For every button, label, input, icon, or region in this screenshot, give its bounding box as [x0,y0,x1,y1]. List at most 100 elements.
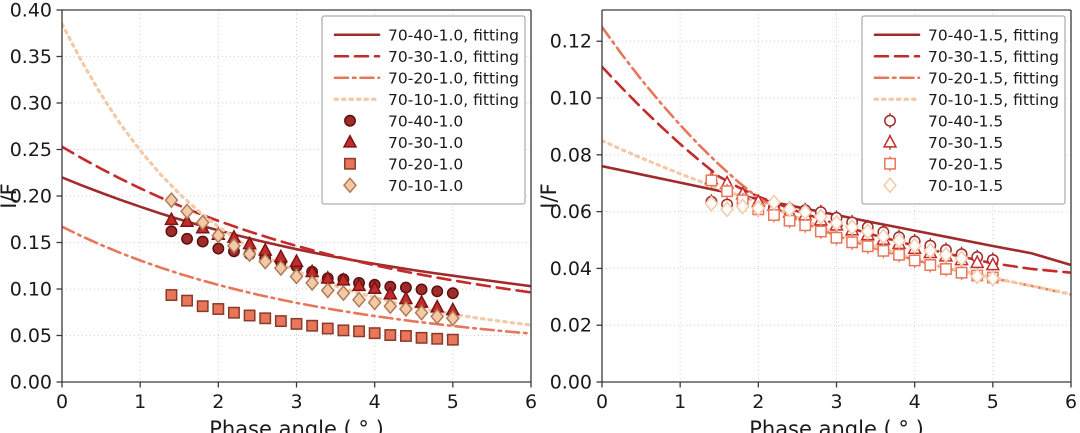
data-point-square [799,219,812,232]
data-point-diamond [258,253,273,270]
data-layer [602,25,1071,296]
x-tick-label: 2 [212,391,224,413]
data-point-square [399,330,412,342]
data-point-diamond [782,201,797,218]
legend-label: 70-20-1.5 [928,155,1003,173]
legend-label: 70-30-1.5 [928,134,1003,152]
data-point-circle [181,232,194,245]
data-point-diamond [954,250,969,267]
data-point-square [321,322,334,335]
y-tick-label: 0.20 [10,186,52,208]
x-tick-label: 2 [752,391,764,413]
data-point-circle [446,287,459,300]
data-point-diamond [289,268,304,285]
x-tick-label: 0 [596,391,608,413]
y-axis-title: I/F [0,183,21,208]
data-point-square [212,303,225,315]
data-point-triangle [985,256,1001,271]
series-3 [704,194,1000,287]
legend-marker-triangle [882,134,898,148]
y-axis-title: I/F [540,183,561,208]
chart-svg-right: 0 1 2 3 4 5 6 0.00 0.02 0.04 0.06 0.08 0.10 0.12 Phase… [540,9,1077,433]
data-point-square [243,309,256,322]
data-point-square [290,317,303,330]
data-point-diamond [180,203,195,220]
chart-panel-left: 0 1 2 3 4 5 6 0.00 0.05 0.10 0.15 0.20 0.25 0.30 0.35 0… [0,0,537,433]
data-point-diamond [398,300,413,318]
legend-label: 70-20-1.5, fitting [928,69,1059,87]
legend-marker-square [344,157,356,170]
data-point-diamond [813,208,828,225]
data-point-square [861,240,874,253]
data-point-diamond [735,198,750,215]
data-point-diamond [445,310,460,327]
data-point-square [924,259,937,271]
data-point-square [228,306,240,319]
data-point-diamond [845,219,860,236]
data-point-diamond [367,294,382,311]
data-point-square [196,300,209,313]
y-tick-label: 0.30 [10,93,52,115]
data-point-square [721,185,734,198]
legend-label: 70-40-1.0 [388,112,463,130]
data-point-square [181,294,194,307]
series-2 [165,289,459,346]
data-point-diamond [767,194,781,211]
data-point-circle [431,285,444,298]
legend-label: 70-40-1.5, fitting [928,26,1059,44]
x-axis-title: Phase angle ( ° ) [749,417,924,433]
legend-label: 70-20-1.0 [388,155,463,173]
data-point-square [368,327,381,340]
legend-marker-diamond [343,177,357,194]
legend-label: 70-30-1.0, fitting [388,48,519,66]
data-point-diamond [211,227,226,244]
y-tick-label: 0.40 [10,0,52,22]
data-point-square [446,333,459,346]
legend-label: 70-40-1.5 [928,112,1003,130]
y-tick-label: 0.12 [550,31,592,53]
data-point-square [908,254,921,267]
data-point-triangle [164,211,179,226]
legend: 70-40-1.5, fitting 70-30-1.5, fitting 70-2… [861,15,1066,205]
data-point-triangle [969,254,985,269]
data-point-diamond [273,259,288,277]
legend-marker-diamond [883,177,897,194]
data-point-diamond [876,228,891,245]
legend-marker-circle [344,114,356,127]
series-3 [164,192,460,327]
data-point-square [274,315,287,328]
y-tick-label: 0.08 [550,144,592,166]
data-point-diamond [938,246,953,263]
legend-marker-square [884,157,896,170]
data-point-diamond [164,192,179,209]
data-point-square [893,248,905,261]
data-point-square [384,329,397,341]
data-point-diamond [751,200,766,217]
data-point-circle [415,283,428,296]
legend-marker-triangle [342,134,358,148]
data-point-square [337,324,350,337]
data-point-diamond [430,308,445,325]
legend-label: 70-10-1.0, fitting [388,91,519,109]
data-point-square [846,236,859,249]
data-point-diamond [985,270,1000,287]
legend-box [321,15,526,205]
legend-box [861,15,1066,205]
y-tick-label: 0.00 [10,372,52,394]
data-point-triangle [289,253,304,267]
data-point-square [415,331,428,344]
data-point-diamond [860,223,875,240]
data-point-diamond [352,291,366,308]
data-point-diamond [383,298,398,315]
series-1 [164,211,461,316]
legend-label: 70-40-1.0, fitting [388,26,519,44]
data-point-circle [165,225,178,238]
data-point-circle [212,242,225,255]
x-tick-label: 6 [525,391,537,413]
data-point-diamond [907,237,922,254]
data-point-triangle [351,277,367,292]
data-point-diamond [305,274,320,292]
data-point-square [705,174,718,187]
legend-label: 70-30-1.0 [388,134,463,152]
